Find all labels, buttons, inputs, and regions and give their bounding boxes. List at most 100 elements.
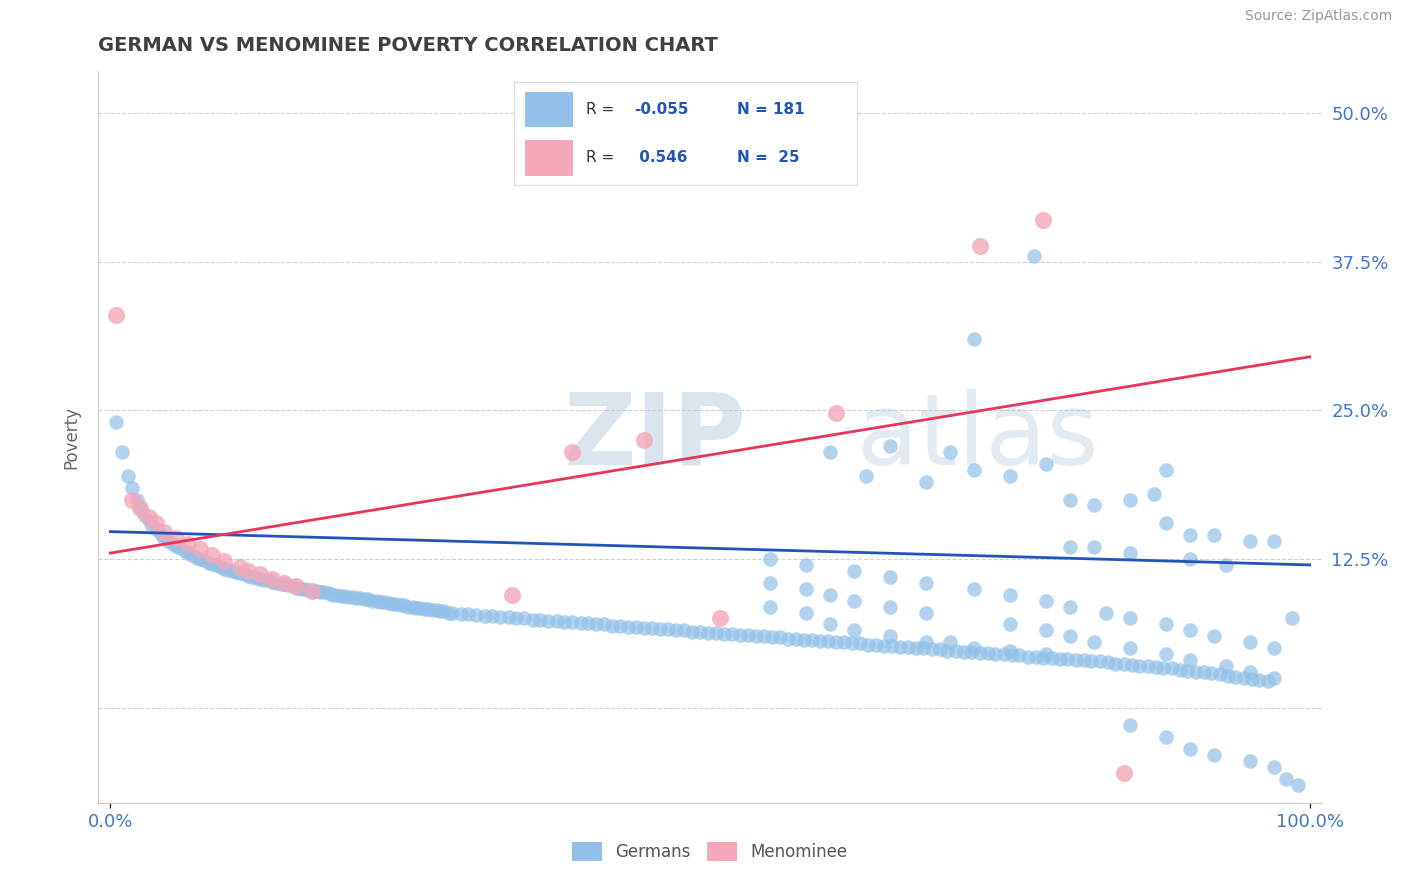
Point: [1035, 593, 1057, 607]
Point: [801, 632, 824, 647]
Point: [818, 588, 841, 602]
Point: [1225, 670, 1247, 684]
Point: [1001, 648, 1024, 663]
Point: [186, 550, 208, 565]
Point: [1184, 665, 1206, 679]
Point: [1178, 653, 1201, 667]
Point: [138, 510, 160, 524]
Point: [912, 641, 935, 656]
Point: [696, 625, 718, 640]
Point: [998, 468, 1021, 483]
Point: [752, 629, 775, 643]
Point: [177, 546, 200, 560]
Point: [960, 645, 983, 659]
Point: [1257, 674, 1279, 689]
Point: [939, 445, 962, 459]
Point: [264, 575, 287, 590]
Point: [561, 615, 583, 629]
Point: [1202, 629, 1225, 643]
Point: [969, 646, 991, 660]
Point: [426, 603, 449, 617]
Point: [325, 588, 347, 602]
Point: [1175, 664, 1198, 678]
Point: [360, 593, 382, 607]
Point: [353, 592, 375, 607]
Point: [998, 617, 1021, 632]
Point: [418, 602, 440, 616]
Point: [349, 591, 371, 606]
Point: [229, 566, 252, 581]
Point: [153, 524, 176, 539]
Point: [1215, 558, 1237, 572]
Point: [1216, 668, 1239, 682]
Point: [1112, 766, 1135, 780]
Text: GERMAN VS MENOMINEE POVERTY CORRELATION CHART: GERMAN VS MENOMINEE POVERTY CORRELATION …: [98, 36, 718, 54]
Point: [963, 582, 986, 596]
Point: [1178, 552, 1201, 566]
Point: [214, 554, 236, 568]
Point: [465, 607, 488, 622]
Point: [759, 575, 782, 590]
Point: [672, 624, 695, 638]
Point: [998, 588, 1021, 602]
Point: [879, 599, 901, 614]
Point: [963, 641, 986, 656]
Point: [193, 553, 215, 567]
Point: [681, 624, 703, 639]
Point: [1032, 650, 1054, 665]
Point: [1143, 486, 1166, 500]
Point: [1178, 528, 1201, 542]
Point: [301, 584, 323, 599]
Point: [197, 556, 219, 570]
Point: [794, 606, 817, 620]
Point: [209, 560, 232, 574]
Point: [768, 631, 790, 645]
Point: [253, 574, 276, 588]
Point: [285, 579, 308, 593]
Point: [188, 552, 212, 566]
Point: [121, 492, 143, 507]
Point: [249, 567, 271, 582]
Point: [141, 518, 163, 533]
Point: [569, 616, 592, 631]
Point: [165, 531, 187, 545]
Point: [381, 597, 404, 611]
Point: [344, 591, 367, 606]
Point: [1274, 772, 1296, 786]
Point: [385, 597, 408, 611]
Point: [238, 564, 260, 578]
Point: [921, 642, 943, 657]
Point: [117, 468, 139, 483]
Point: [1168, 663, 1191, 677]
Point: [246, 571, 269, 585]
Point: [576, 616, 599, 631]
Point: [225, 565, 247, 579]
Point: [401, 599, 423, 614]
Point: [825, 406, 848, 420]
Point: [561, 445, 583, 459]
Point: [963, 332, 986, 346]
Point: [842, 624, 865, 638]
Point: [389, 599, 412, 613]
Point: [333, 589, 356, 603]
Point: [905, 641, 928, 656]
Point: [321, 588, 343, 602]
Point: [794, 582, 817, 596]
Point: [450, 607, 472, 621]
Point: [1059, 629, 1081, 643]
Point: [396, 599, 419, 614]
Point: [373, 595, 395, 609]
Text: ZIP: ZIP: [564, 389, 747, 485]
Point: [1239, 635, 1261, 649]
Point: [162, 536, 184, 550]
Legend: Germans, Menominee: Germans, Menominee: [565, 835, 855, 868]
Point: [879, 570, 901, 584]
Point: [1144, 660, 1167, 674]
Point: [1263, 641, 1285, 656]
Point: [585, 617, 607, 632]
Point: [1239, 754, 1261, 768]
Point: [392, 599, 416, 613]
Point: [409, 600, 432, 615]
Point: [474, 609, 496, 624]
Text: atlas: atlas: [856, 389, 1098, 485]
